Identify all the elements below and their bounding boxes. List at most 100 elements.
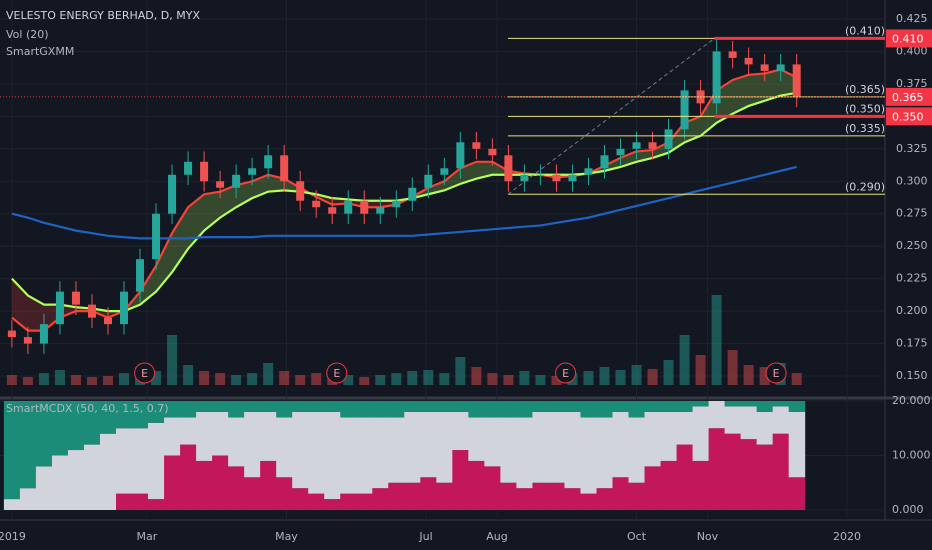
stack-segment (548, 411, 565, 483)
x-tick-label: Nov (697, 530, 719, 543)
stack-segment (548, 482, 565, 510)
volume-bar (54, 370, 65, 385)
stack-segment (724, 433, 742, 510)
stack-segment (420, 400, 437, 412)
candle-body (632, 142, 641, 149)
candle-body (760, 64, 769, 71)
volume-bar (487, 373, 498, 385)
stack-segment (596, 488, 613, 510)
price-badge (886, 29, 932, 48)
volume-bar (38, 373, 49, 385)
ma-fill (236, 181, 253, 208)
stack-segment (452, 400, 469, 412)
stack-segment (660, 411, 678, 461)
volume-bar (679, 335, 690, 385)
volume-bar (102, 376, 113, 385)
volume-bar (551, 376, 562, 385)
ma-fill (364, 200, 381, 208)
stack-segment (3, 499, 21, 510)
stack-segment (260, 460, 277, 510)
candle-body (168, 174, 177, 214)
stack-segment (676, 400, 694, 412)
candle-body (456, 142, 465, 169)
trend-line (507, 38, 715, 195)
candle-body (472, 142, 481, 149)
candle-body (360, 200, 369, 214)
stack-segment (484, 400, 501, 418)
stack-segment (132, 428, 149, 494)
stack-segment (196, 400, 213, 412)
stack-segment (180, 417, 197, 445)
x-tick-label: Jul (418, 530, 432, 543)
y-tick-label: 0.200 (896, 304, 928, 317)
volume-bar (343, 375, 354, 385)
stack-segment (756, 411, 774, 445)
stack-segment (484, 466, 501, 510)
volume-bar (167, 335, 178, 385)
candle-body (648, 142, 657, 149)
earnings-label: E (333, 367, 340, 380)
stack-segment (628, 417, 646, 483)
stack-segment (596, 417, 613, 489)
stack-segment (292, 400, 309, 412)
candle-body (776, 64, 785, 71)
earnings-marker (555, 362, 577, 384)
earnings-marker (765, 362, 787, 384)
volume-bar (183, 365, 194, 385)
volume-bar (391, 373, 402, 385)
stack-segment (35, 466, 53, 510)
candle-body (152, 213, 161, 260)
stack-segment (756, 400, 774, 412)
stack-segment (580, 493, 597, 510)
stack-segment (692, 406, 710, 461)
stack-segment (788, 477, 806, 510)
stack-segment (468, 400, 485, 418)
stack-segment (276, 400, 293, 418)
stack-segment (388, 482, 405, 510)
stack-segment (564, 400, 581, 412)
stack-segment (3, 400, 21, 500)
stack-segment (516, 488, 533, 510)
stack-segment (116, 428, 133, 494)
candle-body (616, 148, 625, 156)
stack-segment (83, 400, 101, 445)
stack-segment (532, 482, 549, 510)
candle-body (184, 161, 193, 175)
stack-segment (404, 400, 421, 412)
candle-body (87, 304, 96, 318)
stack-segment (292, 488, 309, 510)
volume-bar (119, 373, 130, 385)
stack-segment (83, 444, 101, 510)
stack-segment (244, 400, 261, 412)
candle-body (71, 291, 80, 305)
stack-segment (468, 460, 485, 510)
y-tick-label: 0.325 (896, 142, 928, 155)
stack-segment (228, 466, 245, 510)
stack-segment (132, 400, 149, 429)
x-tick-label: Oct (627, 530, 647, 543)
volume-legend: Vol (20) (6, 28, 49, 41)
stack-segment (35, 400, 53, 467)
candle-body (248, 168, 257, 175)
y-tick-label: 0.300 (896, 174, 928, 187)
ma-fill (700, 90, 717, 136)
volume-bar (439, 373, 450, 385)
x-tick-label: May (275, 530, 298, 543)
candle-body (280, 155, 289, 182)
candle-body (728, 51, 737, 58)
stack-segment (532, 400, 549, 412)
x-tick-label: 2019 (0, 530, 26, 543)
volume-bar (247, 373, 258, 385)
stack-segment (51, 400, 69, 456)
volume-bar (215, 373, 226, 385)
stack-segment (708, 428, 726, 510)
stack-segment (212, 400, 229, 412)
fib-label: (0.350) (845, 102, 885, 115)
moving-average (11, 165, 797, 240)
stack-segment (516, 417, 533, 489)
candle-body (23, 337, 32, 344)
candle-body (744, 57, 753, 65)
stack-segment (580, 417, 597, 494)
x-tick-label: Aug (486, 530, 507, 543)
ma-fill (764, 69, 781, 101)
